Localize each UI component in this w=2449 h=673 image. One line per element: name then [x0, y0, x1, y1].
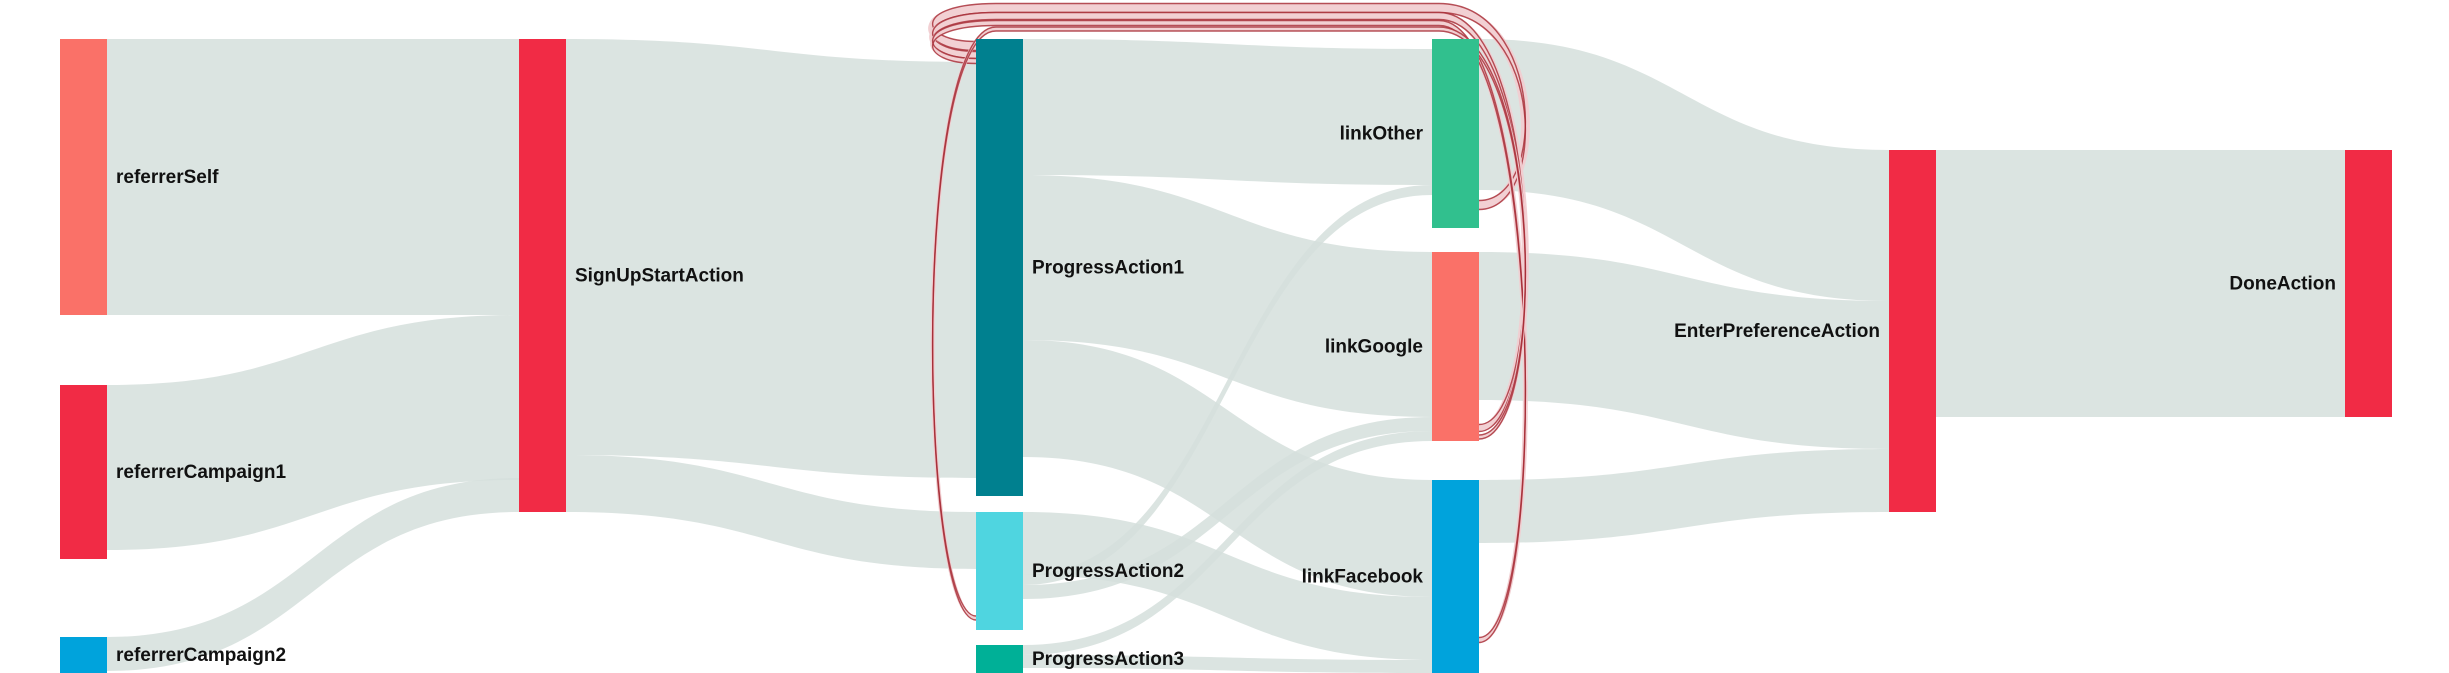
node-linkFacebook[interactable]	[1432, 480, 1479, 673]
flow-SignUpStartAction-ProgressAction2[interactable]	[566, 455, 976, 569]
flow-linkGoogle-EnterPreferenceAction[interactable]	[1479, 252, 1889, 449]
flow-ProgressAction3-linkFacebook[interactable]	[1023, 655, 1432, 673]
flow-ProgressAction2-linkOther[interactable]	[1023, 185, 1432, 585]
flow-ProgressAction2-linkFacebook[interactable]	[1023, 512, 1432, 660]
node-label-referrerSelf: referrerSelf	[116, 167, 219, 188]
nodes-layer	[60, 39, 2392, 673]
node-ProgressAction2[interactable]	[976, 512, 1023, 630]
node-label-EnterPreferenceAction: EnterPreferenceAction	[1674, 321, 1880, 342]
flows-layer	[107, 39, 2345, 673]
node-label-SignUpStartAction: SignUpStartAction	[575, 266, 744, 287]
node-label-linkOther: linkOther	[1340, 124, 1424, 145]
node-ProgressAction1[interactable]	[976, 39, 1023, 496]
loop-linkGoogle-ProgressAction2[interactable]	[930, 26, 1528, 621]
node-referrerCampaign1[interactable]	[60, 385, 107, 559]
node-linkOther[interactable]	[1432, 39, 1479, 228]
flow-ProgressAction1-linkFacebook[interactable]	[1023, 340, 1432, 597]
flow-linkFacebook-EnterPreferenceAction[interactable]	[1479, 449, 1889, 543]
flow-linkOther-EnterPreferenceAction[interactable]	[1479, 39, 1889, 301]
node-EnterPreferenceAction[interactable]	[1889, 150, 1936, 512]
flow-referrerCampaign1-SignUpStartAction[interactable]	[107, 315, 519, 550]
flow-ProgressAction1-linkGoogle[interactable]	[1023, 175, 1432, 417]
node-label-ProgressAction3: ProgressAction3	[1032, 649, 1184, 670]
flow-SignUpStartAction-ProgressAction1[interactable]	[566, 39, 976, 478]
flow-referrerCampaign2-SignUpStartAction[interactable]	[107, 478, 519, 671]
node-SignUpStartAction[interactable]	[519, 39, 566, 512]
node-label-linkGoogle: linkGoogle	[1325, 337, 1423, 358]
flow-referrerSelf-SignUpStartAction[interactable]	[107, 39, 519, 315]
node-DoneAction[interactable]	[2345, 150, 2392, 417]
node-label-DoneAction: DoneAction	[2229, 274, 2336, 295]
loops-layer	[928, 2, 1530, 644]
flow-ProgressAction1-linkOther[interactable]	[1023, 39, 1432, 185]
flow-ProgressAction3-linkGoogle[interactable]	[1023, 431, 1432, 655]
node-referrerSelf[interactable]	[60, 39, 107, 315]
flow-ProgressAction2-linkGoogle[interactable]	[1023, 417, 1432, 599]
node-label-ProgressAction2: ProgressAction2	[1032, 561, 1184, 582]
labels-layer: referrerSelf referrerCampaign1 referrerCam…	[116, 124, 2336, 671]
node-label-referrerCampaign2: referrerCampaign2	[116, 645, 286, 666]
node-referrerCampaign2[interactable]	[60, 637, 107, 673]
node-label-linkFacebook: linkFacebook	[1302, 567, 1424, 588]
loop-linkFacebook-ProgressAction1[interactable]	[930, 19, 1528, 644]
node-label-referrerCampaign1: referrerCampaign1	[116, 462, 286, 483]
flow-EnterPreferenceAction-DoneAction[interactable]	[1936, 150, 2345, 417]
node-linkGoogle[interactable]	[1432, 252, 1479, 441]
node-ProgressAction3[interactable]	[976, 645, 1023, 673]
node-label-ProgressAction1: ProgressAction1	[1032, 258, 1184, 279]
